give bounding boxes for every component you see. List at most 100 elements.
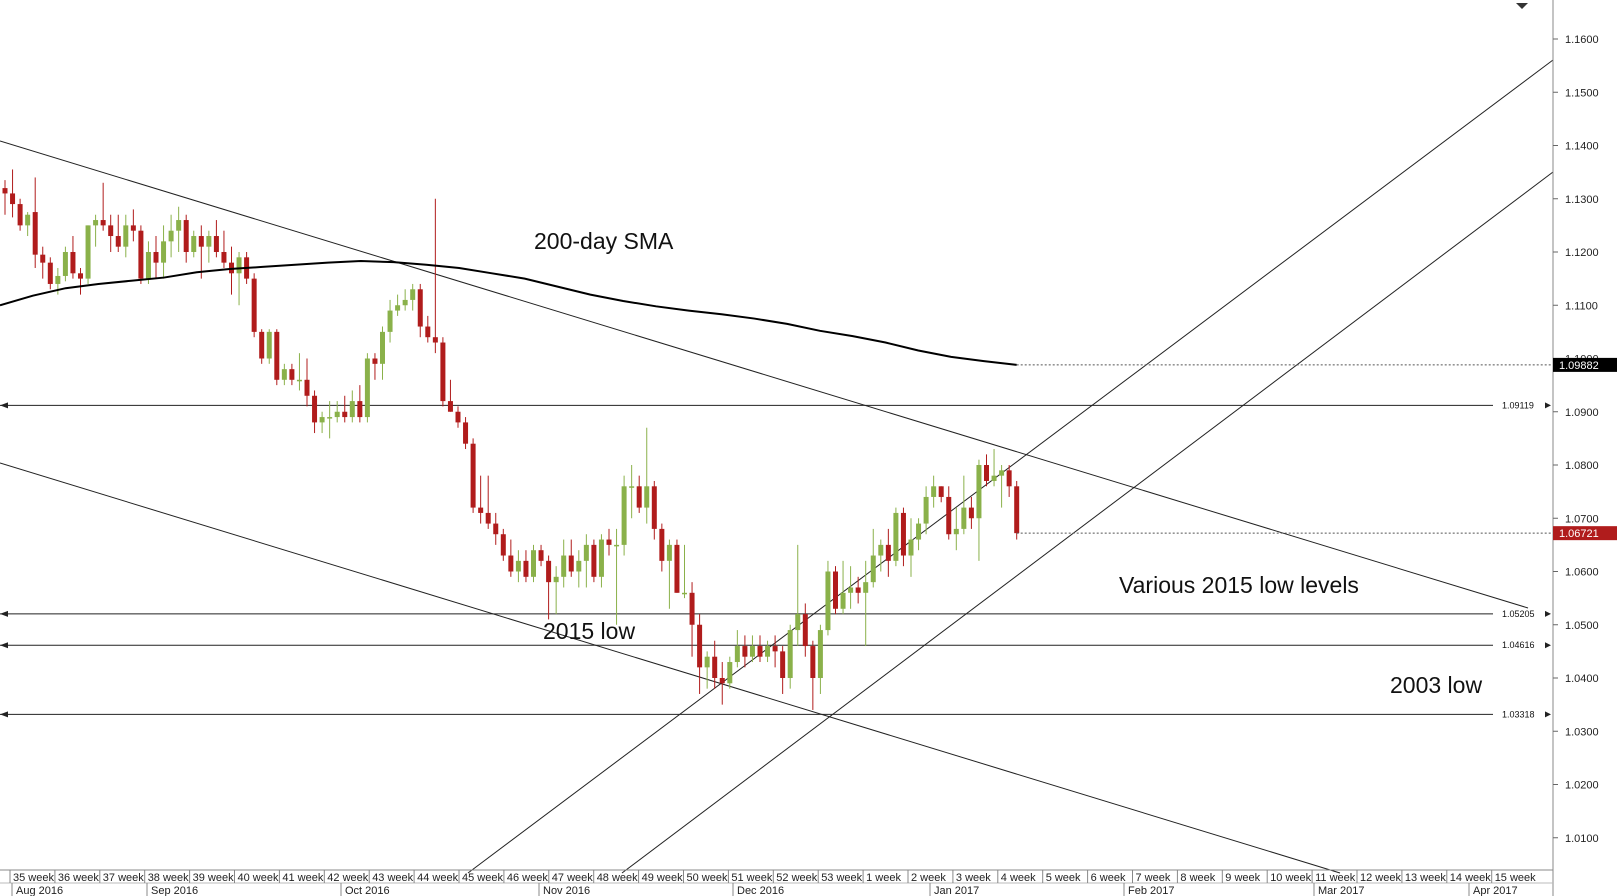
candle-body bbox=[583, 544, 589, 561]
candle-body bbox=[621, 486, 627, 545]
x-week-label: 42 week bbox=[327, 872, 368, 884]
candle-body bbox=[455, 411, 461, 423]
candle-body bbox=[946, 496, 952, 535]
candle-body bbox=[870, 555, 876, 583]
candle-body bbox=[25, 214, 31, 226]
candle-body bbox=[682, 592, 687, 595]
candle-body bbox=[281, 369, 287, 380]
candle-body bbox=[470, 443, 476, 508]
candle-body bbox=[108, 225, 114, 237]
candle-body bbox=[817, 630, 823, 678]
level-arrow-right bbox=[1545, 642, 1551, 649]
candle-body bbox=[176, 220, 182, 231]
candle-body bbox=[2, 188, 8, 194]
candle-body bbox=[749, 646, 755, 657]
menu-dropdown-icon[interactable] bbox=[1516, 3, 1528, 9]
sma-value-tag bbox=[1553, 357, 1617, 372]
candle-body bbox=[795, 614, 801, 631]
candle-body bbox=[485, 512, 491, 524]
candle-body bbox=[742, 646, 748, 657]
candle-body bbox=[312, 395, 318, 423]
candle-body bbox=[274, 331, 280, 380]
horizontal-levels-layer: 1.09119 1.05205 1.04616 1.03318 bbox=[0, 400, 1551, 719]
candle-body bbox=[863, 582, 869, 593]
level-arrow-right bbox=[1545, 402, 1551, 409]
x-week-label: 13 week bbox=[1405, 872, 1446, 884]
y-tick-label: 1.1300 bbox=[1565, 194, 1599, 206]
candle-body bbox=[463, 422, 469, 444]
current-price-tag bbox=[1553, 526, 1617, 541]
candle-body bbox=[380, 331, 385, 364]
y-tick-label: 1.0200 bbox=[1565, 780, 1599, 792]
candle-body bbox=[666, 544, 672, 561]
candle-body bbox=[221, 252, 227, 263]
candle-body bbox=[213, 236, 219, 252]
candle-body bbox=[546, 560, 552, 583]
x-week-label: 51 week bbox=[731, 872, 772, 884]
candle-body bbox=[123, 225, 129, 247]
candle-body bbox=[364, 358, 370, 418]
candle-body bbox=[17, 204, 23, 226]
y-tick-label: 1.0400 bbox=[1565, 673, 1599, 685]
x-month-label: Sep 2016 bbox=[151, 885, 198, 896]
candle-body bbox=[968, 507, 974, 519]
candle-body bbox=[606, 539, 612, 545]
level-value-label: 1.04616 bbox=[1502, 640, 1535, 650]
candle-body bbox=[531, 550, 536, 577]
candle-body bbox=[508, 555, 514, 572]
current-price-tag-label: 1.06721 bbox=[1559, 528, 1599, 540]
candle-body bbox=[674, 544, 680, 593]
annotation-various-2015-low-levels: Various 2015 low levels bbox=[1119, 572, 1359, 598]
candle-body bbox=[999, 470, 1005, 476]
x-month-label: Jan 2017 bbox=[934, 885, 979, 896]
candle-body bbox=[296, 379, 302, 382]
candle-body bbox=[342, 411, 348, 418]
x-week-label: 12 week bbox=[1360, 872, 1401, 884]
x-week-label: 3 week bbox=[956, 872, 991, 884]
x-week-label: 5 week bbox=[1046, 872, 1081, 884]
candle-body bbox=[561, 555, 567, 577]
y-tick-label: 1.0500 bbox=[1565, 620, 1599, 632]
candle-body bbox=[206, 236, 212, 247]
candle-body bbox=[689, 592, 695, 625]
x-week-label: 36 week bbox=[58, 872, 99, 884]
candle-body bbox=[598, 539, 604, 577]
candle-body bbox=[644, 486, 650, 508]
candle-body bbox=[923, 496, 929, 524]
y-tick-label: 1.0900 bbox=[1565, 407, 1599, 419]
sma-value-tag-label: 1.09882 bbox=[1559, 360, 1599, 372]
annotation-2003-low: 2003 low bbox=[1390, 672, 1482, 698]
candles-layer bbox=[2, 169, 1553, 710]
candle-body bbox=[908, 539, 914, 556]
x-axis-layer: 35 week 36 week 37 week 38 week 39 week 40 we… bbox=[0, 869, 1553, 896]
candle-body bbox=[145, 252, 151, 279]
candle-body bbox=[78, 273, 83, 279]
candle-body bbox=[651, 486, 657, 529]
x-month-label: Nov 2016 bbox=[543, 885, 590, 896]
candle-body bbox=[62, 252, 68, 276]
candle-body bbox=[636, 486, 642, 508]
candle-body bbox=[1006, 470, 1012, 487]
annotations-layer: 200-day SMA Various 2015 low levels 2015… bbox=[534, 228, 1482, 698]
candle-body bbox=[780, 651, 786, 678]
candle-body bbox=[47, 262, 53, 284]
candle-body bbox=[191, 236, 197, 252]
candle-body bbox=[478, 507, 484, 513]
candle-body bbox=[772, 646, 778, 652]
level-value-label: 1.03318 bbox=[1502, 709, 1535, 719]
x-week-label: 11 week bbox=[1315, 872, 1356, 884]
candle-body bbox=[833, 571, 838, 609]
candle-body bbox=[319, 417, 325, 423]
candle-body bbox=[787, 630, 793, 678]
y-tick-label: 1.1400 bbox=[1565, 141, 1599, 153]
x-month-label: Feb 2017 bbox=[1128, 885, 1174, 896]
candle-body bbox=[251, 278, 257, 332]
candle-body bbox=[878, 544, 884, 556]
candle-body bbox=[259, 331, 265, 359]
annotation-2015-low: 2015 low bbox=[543, 618, 635, 644]
candle-body bbox=[349, 401, 355, 418]
candle-body bbox=[387, 310, 393, 332]
candle-body bbox=[138, 230, 144, 279]
candle-body bbox=[236, 257, 242, 274]
